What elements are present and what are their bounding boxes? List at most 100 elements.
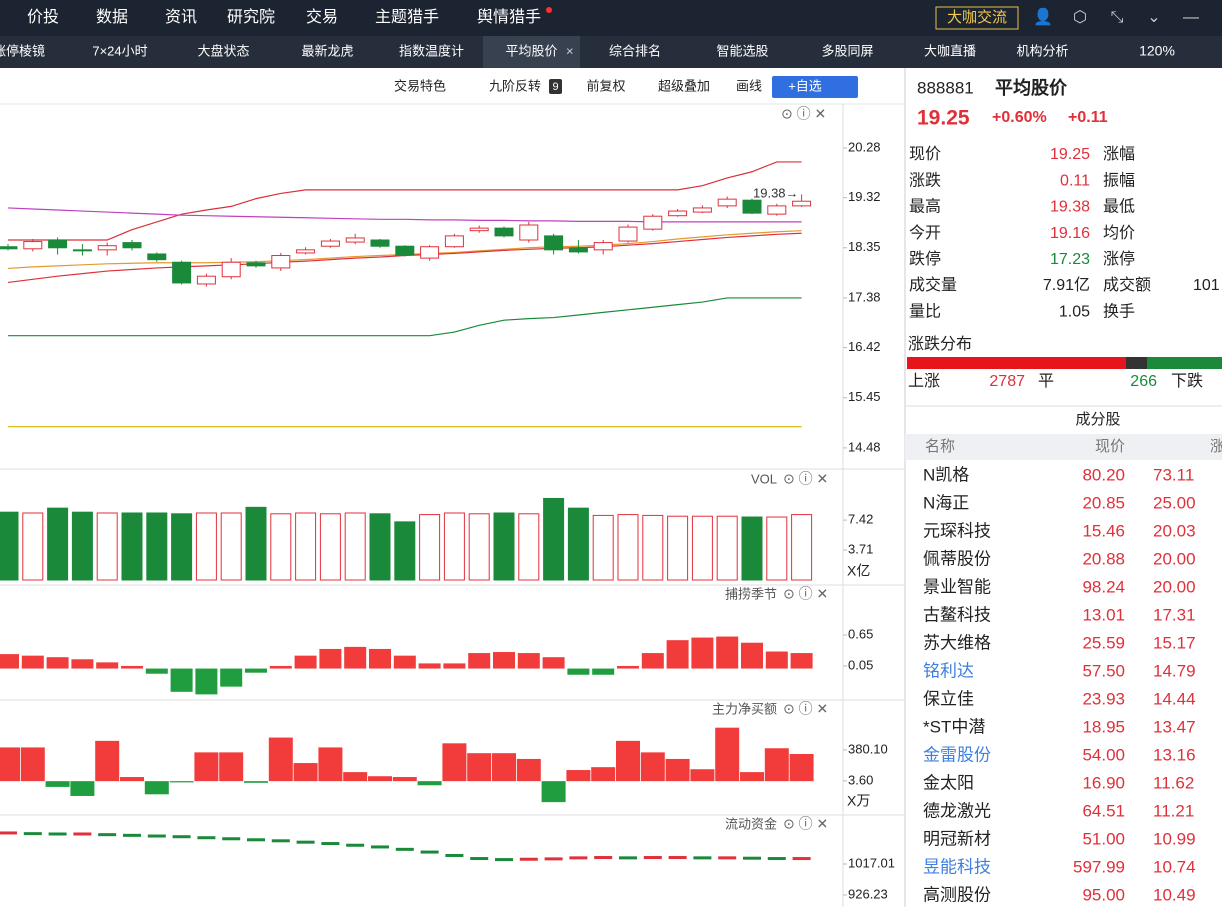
panel-label: VOL (751, 471, 777, 486)
tab[interactable]: 7×24小时 (92, 43, 147, 58)
season-bar (765, 651, 788, 669)
netbuy-bar (392, 777, 417, 782)
field-value: 17.23 (1050, 251, 1090, 268)
nav-item[interactable]: 价投 (27, 8, 59, 26)
stock-name[interactable]: 昱能科技 (923, 857, 991, 876)
liquid-mark (123, 833, 141, 837)
season-bar (418, 663, 441, 669)
stock-name[interactable]: 金太阳 (923, 773, 974, 792)
season-bar (319, 648, 342, 669)
toolbar-item[interactable]: 九阶反转 (489, 78, 541, 93)
panel-icons[interactable]: ⊙ ⓘ ✕ (783, 586, 828, 602)
toolbar-item[interactable]: 交易特色 (394, 78, 446, 93)
liquid-mark (668, 856, 687, 860)
window-icon[interactable]: 👤 (1033, 7, 1053, 26)
nav-button[interactable]: 大咖交流 (947, 8, 1007, 26)
stock-name[interactable]: 铭利达 (923, 661, 974, 680)
nav-item[interactable]: 交易 (306, 8, 338, 26)
y-tick-label: 18.35 (848, 239, 881, 254)
tab[interactable]: 大咖直播 (924, 43, 976, 58)
liquid-mark (767, 857, 786, 861)
nav-button-box (935, 6, 1019, 30)
tab[interactable]: 涨停棱镜 (0, 43, 45, 58)
volume-bar (691, 515, 713, 581)
unit: X亿 (847, 563, 870, 579)
panel-icons[interactable]: ⊙ ⓘ ✕ (783, 816, 828, 832)
netbuy-bar (764, 748, 789, 782)
liquid-mark (470, 857, 489, 861)
breadth-flat (1126, 357, 1147, 369)
window-icon[interactable]: ⬡ (1073, 9, 1087, 26)
liquid-mark (321, 842, 340, 846)
stock-name[interactable]: 保立佳 (923, 689, 974, 708)
liquid-mark (0, 831, 17, 835)
code: 888881 (917, 78, 974, 97)
field-label: 现价 (909, 146, 941, 163)
add-button[interactable] (772, 76, 858, 98)
y-tick-label: 19.32 (848, 189, 881, 204)
nav-item[interactable]: 资讯 (165, 8, 197, 26)
field-label: 成交量 (909, 276, 957, 294)
tab-close[interactable]: × (566, 43, 574, 58)
season-bar (493, 652, 515, 669)
stock-pct: 17.31 (1153, 605, 1196, 624)
volume-bar (195, 512, 217, 581)
field-label: 量比 (909, 302, 941, 320)
add-label[interactable]: +自选 (788, 78, 822, 93)
window-icon[interactable]: ⌄ (1147, 9, 1160, 26)
panel-icons[interactable]: ⊙ ⓘ ✕ (783, 701, 828, 717)
stock-name[interactable]: 高测股份 (923, 885, 991, 904)
volume-bar (518, 513, 540, 581)
candle-body (717, 198, 737, 207)
y-tick-label: 0.65 (848, 626, 873, 641)
nav-item[interactable]: 舆情猎手 (477, 8, 541, 26)
col-header: 涨幅 (1210, 438, 1222, 455)
stock-name[interactable]: 苏大维格 (923, 633, 991, 652)
y-tick-label: 1017.01 (848, 855, 895, 870)
tab[interactable]: 机构分析 (1016, 43, 1068, 58)
panel-icons[interactable]: ⊙ ⓘ ✕ (783, 471, 828, 487)
stock-name[interactable]: 元琛科技 (923, 521, 991, 540)
tab[interactable]: 指数温度计 (399, 43, 464, 58)
tab[interactable]: 多股同屏 (821, 43, 873, 58)
netbuy-bar (665, 758, 690, 782)
tab[interactable]: 平均股价 (505, 43, 557, 58)
stock-name[interactable]: 明冠新材 (923, 829, 991, 848)
stock-name[interactable]: 金雷股份 (923, 745, 991, 764)
netbuy-bar (789, 754, 814, 782)
field-label: 涨跌 (909, 171, 941, 189)
candle-body (122, 242, 142, 249)
netbuy-bar (343, 772, 368, 782)
stock-price: 98.24 (1082, 577, 1125, 596)
toolbar-item[interactable]: 前复权 (586, 78, 625, 93)
nav-item[interactable]: 研究院 (227, 8, 275, 26)
stock-name[interactable]: 德龙激光 (923, 801, 991, 820)
stock-name[interactable]: N凯格 (923, 465, 969, 484)
volume-bar (394, 521, 416, 581)
candle-body (544, 235, 564, 251)
candle-body (147, 253, 167, 261)
netbuy-bar (516, 758, 541, 782)
panel-label: 捕捞季节 (725, 586, 777, 601)
toolbar-item[interactable]: 超级叠加 (658, 78, 710, 93)
breadth-down (1147, 357, 1222, 369)
tab[interactable]: 综合排名 (609, 43, 661, 58)
tab[interactable]: 智能选股 (716, 43, 768, 58)
window-icon[interactable]: — (1183, 9, 1199, 26)
tab[interactable]: 最新龙虎 (301, 43, 353, 58)
stock-name[interactable]: 古鳌科技 (923, 605, 991, 624)
window-icon[interactable]: ⤡ (1111, 9, 1124, 26)
stock-name[interactable]: N海正 (923, 493, 969, 512)
season-bar (641, 653, 664, 669)
stock-name[interactable]: *ST中潜 (923, 717, 985, 736)
panel-icons[interactable]: ⊙ ⓘ ✕ (781, 106, 826, 122)
stock-name[interactable]: 景业智能 (923, 577, 991, 596)
stock-name[interactable]: 佩蒂股份 (923, 549, 991, 568)
toolbar-item[interactable]: 画线 (736, 78, 762, 93)
tab[interactable]: 大盘状态 (197, 43, 249, 58)
netbuy-bar (591, 767, 616, 782)
nav-item[interactable]: 主题猎手 (375, 8, 439, 26)
nav-item[interactable]: 数据 (96, 8, 128, 26)
field-value: 7.91亿 (1043, 276, 1090, 294)
liquid-mark (48, 832, 67, 836)
